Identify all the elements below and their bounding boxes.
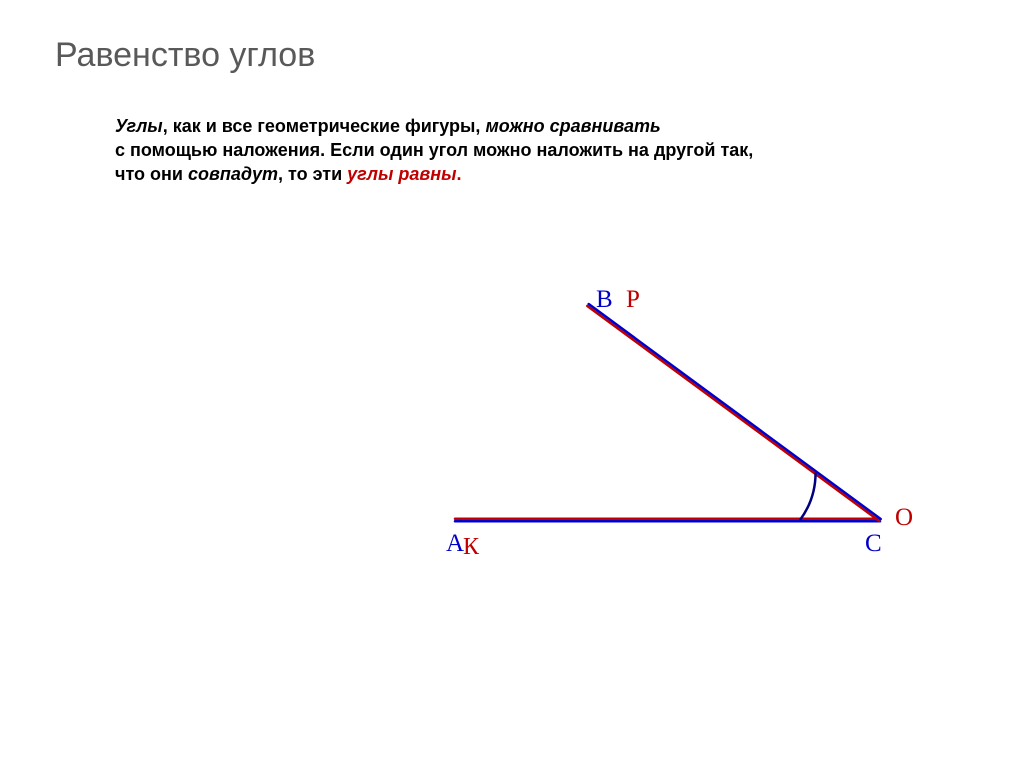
point-label: В (596, 286, 613, 314)
point-label: А (446, 530, 464, 558)
point-label: Р (626, 286, 640, 314)
slide: Равенство углов Углы, как и все геометри… (0, 0, 1024, 767)
angle-diagram (0, 0, 1024, 767)
point-label: О (895, 504, 913, 532)
point-label: С (865, 530, 882, 558)
point-label: К (463, 534, 479, 561)
